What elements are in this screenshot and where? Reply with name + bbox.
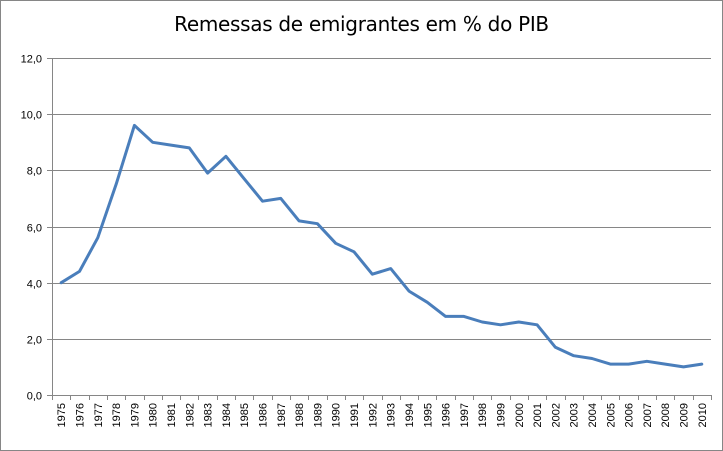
- data-point: [188, 146, 191, 149]
- y-tick-label: 8,0: [27, 166, 42, 178]
- data-point: [389, 267, 392, 270]
- data-point: [645, 360, 648, 363]
- x-tick-label: 2003: [569, 403, 581, 427]
- x-tick-label: 2009: [679, 403, 691, 427]
- x-tick-label: 1995: [422, 403, 434, 427]
- data-point: [426, 301, 429, 304]
- x-tick-label: 1999: [495, 403, 507, 427]
- data-point: [609, 363, 612, 366]
- data-point: [298, 219, 301, 222]
- x-tick-label: 1994: [404, 403, 416, 427]
- data-point: [353, 250, 356, 253]
- x-tick-label: 1978: [111, 403, 123, 427]
- data-point: [682, 365, 685, 368]
- x-tick-label: 1988: [294, 403, 306, 427]
- x-tick-label: 1977: [93, 403, 105, 427]
- y-tick-labels: 0,0 2,0 4,0 6,0 8,0 10,0 12,0: [21, 54, 42, 403]
- data-point: [627, 363, 630, 366]
- x-tick-label: 1976: [74, 403, 86, 427]
- x-tick-label: 2005: [605, 403, 617, 427]
- x-tick-labels: 1975 1976 1977 1978 1979 1980 1981 1982 1983 1984…: [56, 403, 709, 427]
- x-tick-label: 1985: [239, 403, 251, 427]
- x-tick-label: 1998: [477, 403, 489, 427]
- data-point: [316, 222, 319, 225]
- data-point: [554, 346, 557, 349]
- series-line: [59, 123, 704, 369]
- x-tick-label: 1989: [312, 403, 324, 427]
- x-tick-label: 1986: [258, 403, 270, 427]
- data-point: [371, 273, 374, 276]
- x-tick-label: 1991: [349, 403, 361, 427]
- y-tick-label: 4,0: [27, 279, 42, 291]
- gridlines: [52, 58, 711, 340]
- data-point: [133, 124, 136, 127]
- data-point: [481, 321, 484, 324]
- x-tick-label: 1993: [386, 403, 398, 427]
- x-tick-label: 1996: [441, 403, 453, 427]
- data-point: [224, 155, 227, 158]
- data-point: [60, 281, 63, 284]
- y-tick-label: 10,0: [21, 110, 42, 122]
- data-point: [499, 323, 502, 326]
- x-tick-label: 2007: [642, 403, 654, 427]
- axes: [47, 58, 712, 400]
- y-tick-label: 2,0: [27, 335, 42, 347]
- data-point: [462, 315, 465, 318]
- data-point: [115, 183, 118, 186]
- data-point: [243, 177, 246, 180]
- x-tick-label: 1990: [331, 403, 343, 427]
- data-point: [78, 270, 81, 273]
- data-point: [536, 323, 539, 326]
- x-tick-label: 1981: [166, 403, 178, 427]
- chart-title: Remessas de emigrantes em % do PIB: [174, 12, 549, 36]
- x-tick-label: 2004: [587, 403, 599, 427]
- y-tick-label: 12,0: [21, 54, 42, 66]
- x-tick-label: 2010: [697, 403, 709, 427]
- data-point: [517, 321, 520, 324]
- x-tick-label: 1982: [184, 403, 196, 427]
- y-tick-label: 0,0: [27, 391, 42, 403]
- x-tick-label: 1979: [129, 403, 141, 427]
- data-point: [279, 197, 282, 200]
- x-tick-label: 1997: [459, 403, 471, 427]
- x-tick-label: 1983: [203, 403, 215, 427]
- data-point: [591, 357, 594, 360]
- x-tick-label: 2002: [550, 403, 562, 427]
- y-tick-label: 6,0: [27, 223, 42, 235]
- data-point: [664, 363, 667, 366]
- x-tick-label: 2001: [532, 403, 544, 427]
- data-point: [408, 290, 411, 293]
- x-tick-label: 2006: [624, 403, 636, 427]
- data-point: [334, 242, 337, 245]
- x-tick-label: 1980: [148, 403, 160, 427]
- x-tick-label: 1987: [276, 403, 288, 427]
- x-tick-label: 2008: [660, 403, 672, 427]
- series-layer: [59, 123, 704, 369]
- data-point: [444, 315, 447, 318]
- data-point: [170, 144, 173, 147]
- data-point: [700, 363, 703, 366]
- data-point: [572, 354, 575, 357]
- data-point: [206, 172, 209, 175]
- x-tick-label: 1975: [56, 403, 68, 427]
- x-tick-label: 1984: [221, 403, 233, 427]
- data-point: [96, 236, 99, 239]
- data-point: [151, 141, 154, 144]
- x-tick-label: 2000: [514, 403, 526, 427]
- x-tick-label: 1992: [367, 403, 379, 427]
- data-point: [261, 200, 264, 203]
